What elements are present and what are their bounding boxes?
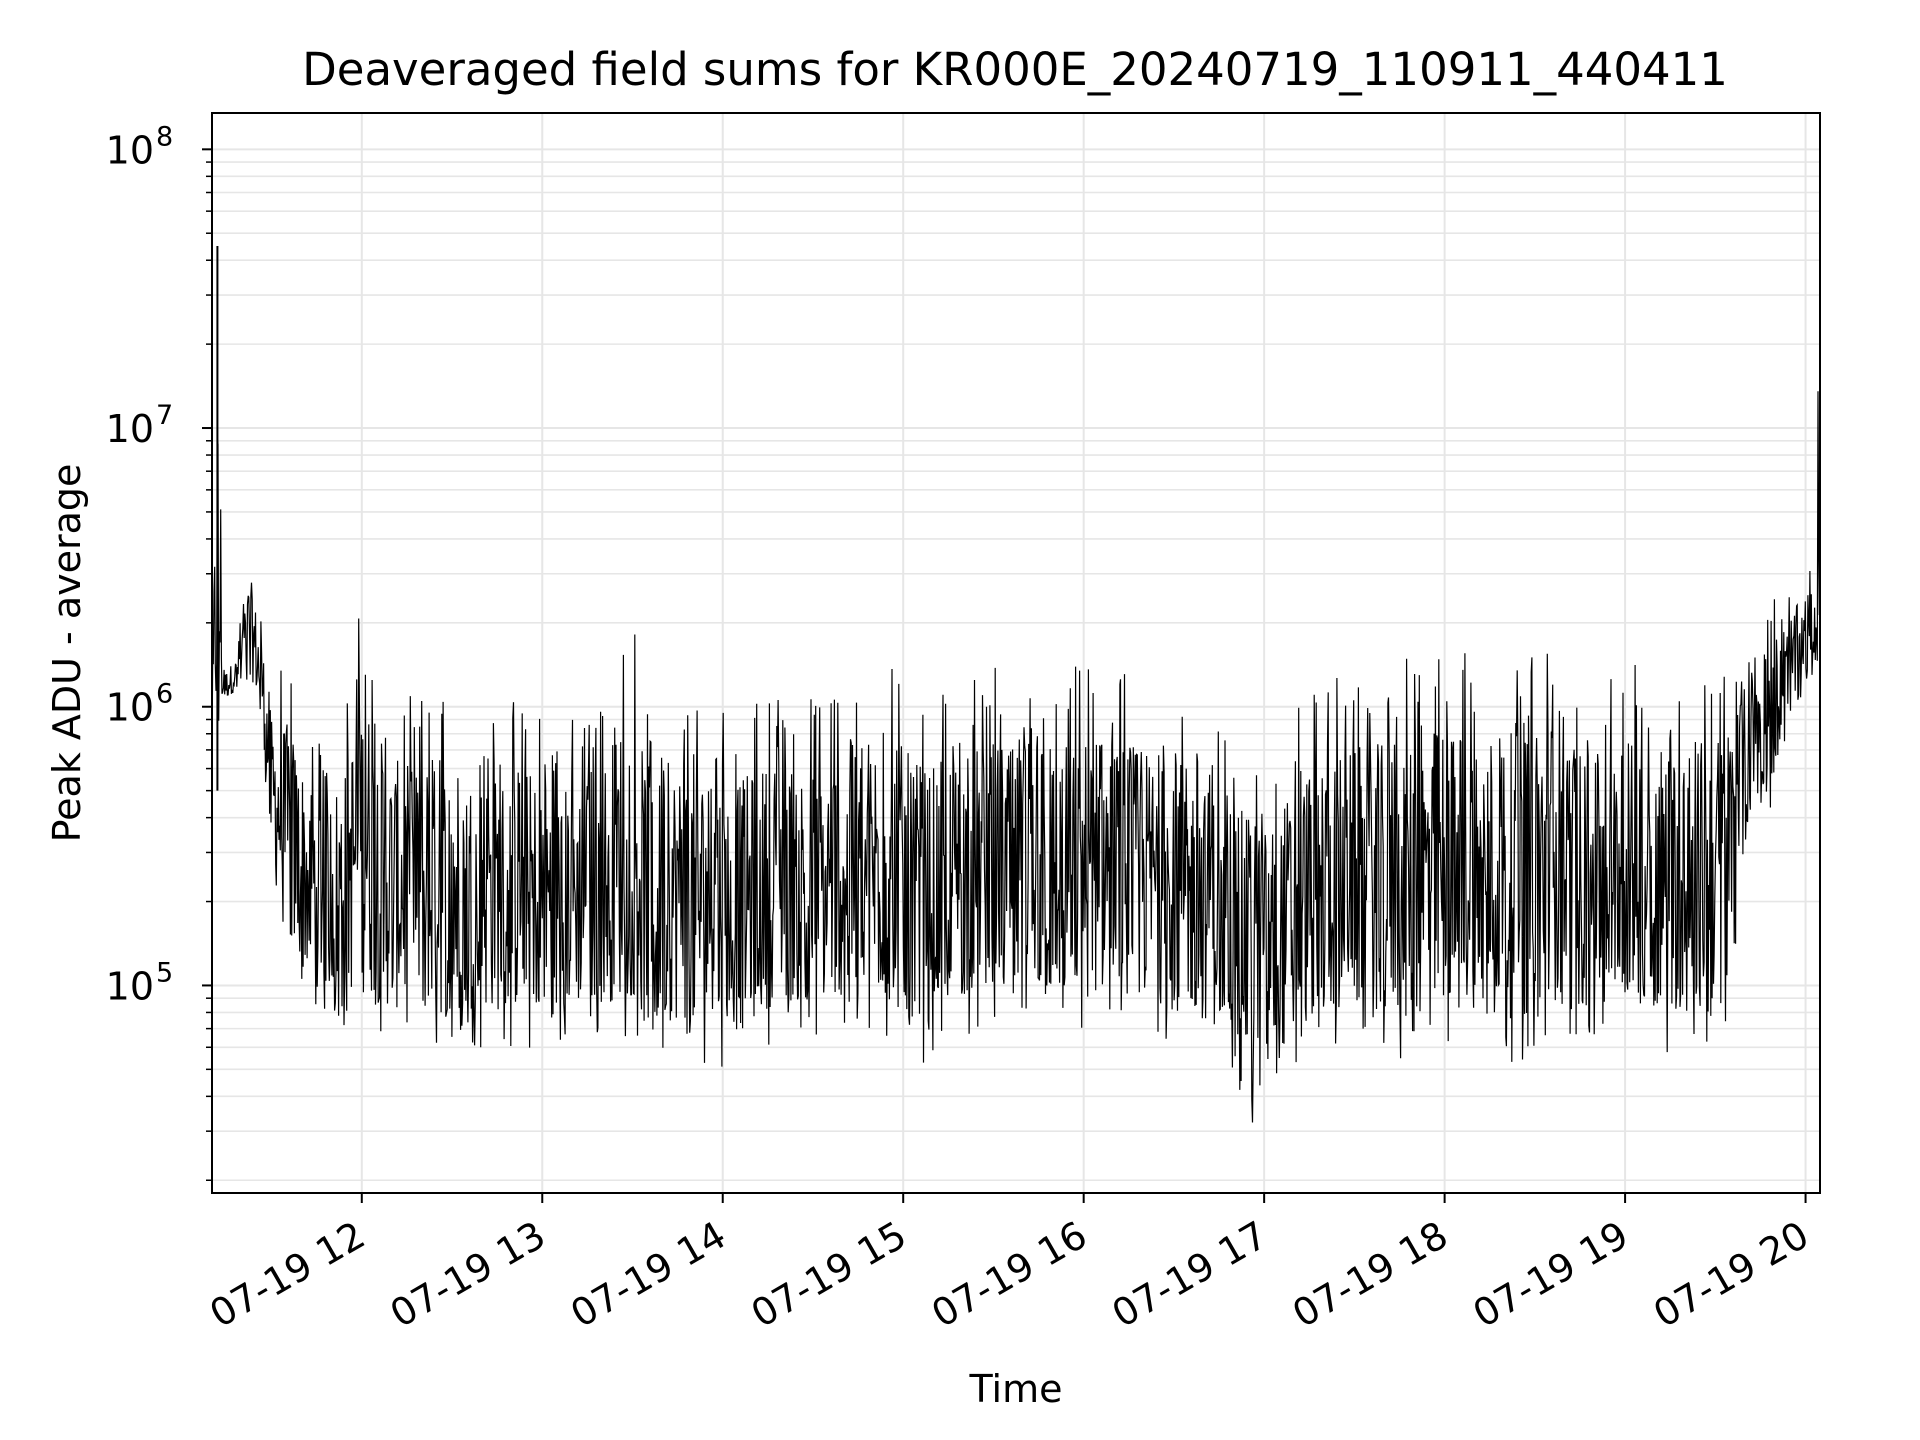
data-series <box>211 159 1821 1123</box>
y-tick-exponent: 8 <box>156 121 173 152</box>
x-tick-label: 07-19 18 <box>1285 1213 1455 1337</box>
x-axis-label: Time <box>969 1367 1063 1411</box>
series-line <box>211 391 1821 1123</box>
y-tick-label: 10 <box>106 686 154 730</box>
y-tick-label: 10 <box>106 964 154 1008</box>
x-tick-label: 07-19 14 <box>563 1213 733 1337</box>
y-axis-label: Peak ADU - average <box>45 464 89 843</box>
x-tick-label: 07-19 19 <box>1466 1213 1636 1337</box>
x-tick-label: 07-19 17 <box>1105 1213 1275 1337</box>
chart-title: Deaveraged field sums for KR000E_2024071… <box>302 43 1728 96</box>
y-tick-exponent: 6 <box>156 679 173 710</box>
x-tick-label: 07-19 15 <box>744 1213 914 1337</box>
x-tick-label: 07-19 20 <box>1646 1213 1816 1337</box>
x-tick-label: 07-19 16 <box>924 1213 1094 1337</box>
x-tick-label: 07-19 13 <box>383 1213 553 1337</box>
y-tick-exponent: 7 <box>156 400 173 431</box>
y-tick-label: 10 <box>106 407 154 451</box>
y-tick-label: 10 <box>106 128 154 172</box>
y-tick-exponent: 5 <box>156 957 173 988</box>
x-tick-label: 07-19 12 <box>202 1213 372 1337</box>
plot-frame <box>211 112 1821 1194</box>
grid <box>212 113 1820 1193</box>
